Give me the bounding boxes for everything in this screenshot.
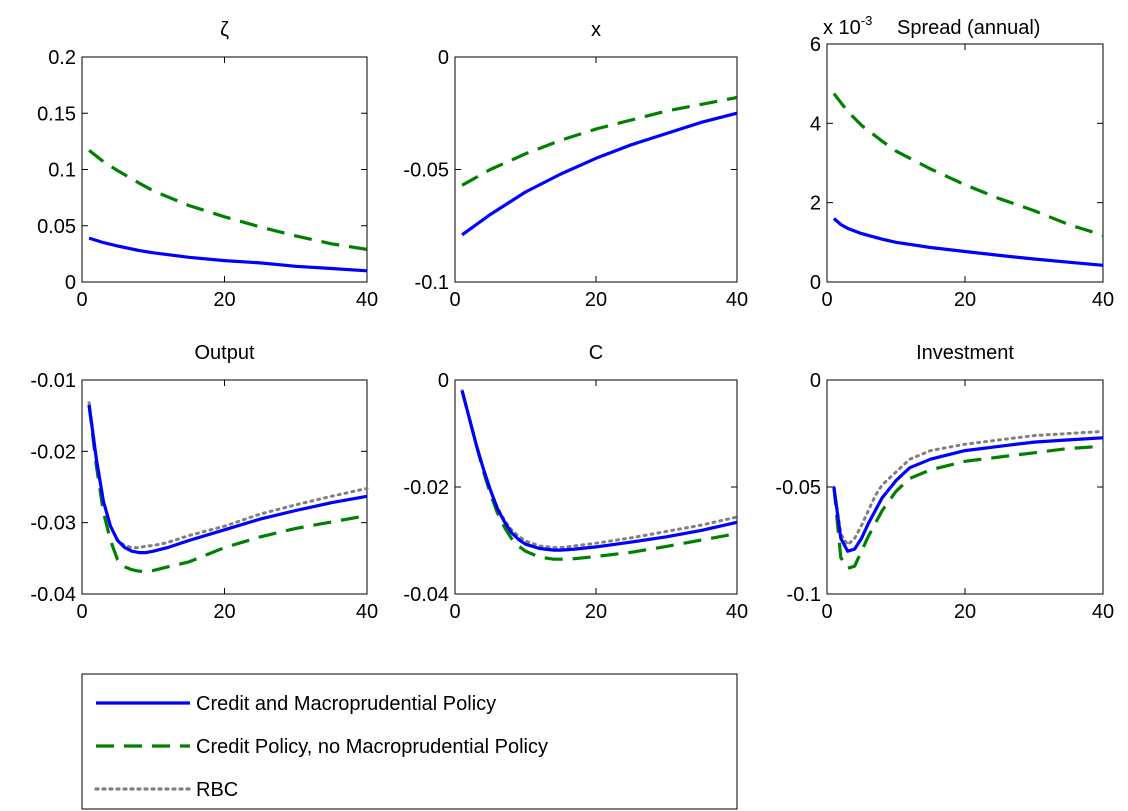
series-line-dashed (832, 92, 1104, 237)
y-tick-label: 0 (810, 370, 821, 392)
y-tick-label: -0.05 (403, 160, 449, 182)
x-tick-label: 40 (1092, 601, 1114, 623)
subplot-3: 0 2 4 6 0 20 40 x 10-3 Spread (annual) (810, 13, 1114, 311)
series-line-dashed (87, 404, 368, 573)
subplot-2: -0.1 -0.05 0 0 20 40 x (403, 19, 748, 311)
series-line-dashed (88, 149, 368, 251)
y-multiplier: x 10-3 (823, 13, 872, 39)
plot-area (454, 379, 738, 595)
y-tick-label: 2 (810, 193, 821, 215)
series-line-solid (88, 236, 368, 273)
series-line-dotted (87, 401, 369, 550)
y-tick-label: 0.2 (48, 47, 76, 69)
legend-box (81, 673, 738, 810)
y-tick-label: 0 (438, 370, 449, 392)
x-tick-label: 20 (213, 289, 235, 311)
subplot-title: ζ (220, 19, 229, 41)
series-line-solid (832, 217, 1104, 267)
y-tick-label: -0.01 (30, 370, 76, 392)
legend-label: RBC (196, 779, 238, 801)
y-tick-label: -0.1 (415, 272, 449, 294)
y-tick-label: 0.15 (37, 103, 76, 125)
y-tick-label: 6 (810, 34, 821, 56)
x-tick-label: 0 (821, 601, 832, 623)
x-tick-label: 40 (726, 289, 748, 311)
y-tick-label: 0 (65, 272, 76, 294)
x-tick-label: 20 (954, 601, 976, 623)
series-line-dashed (460, 390, 738, 561)
subplot-title: x (591, 19, 601, 41)
x-tick-label: 40 (356, 601, 378, 623)
legend: Credit and Macroprudential Policy Credit … (81, 673, 738, 810)
subplot-4: -0.04 -0.03 -0.02 -0.01 0 20 40 Output (30, 342, 378, 623)
y-tick-label: 4 (810, 113, 821, 135)
legend-label: Credit and Macroprudential Policy (196, 693, 496, 715)
subplot-title: Spread (annual) (897, 17, 1040, 39)
y-tick-label: -0.1 (787, 584, 821, 606)
subplot-5: -0.04 -0.02 0 0 20 40 C (403, 342, 748, 623)
x-tick-label: 0 (76, 289, 87, 311)
series-line-dashed (832, 444, 1104, 570)
plot-area (81, 56, 368, 283)
subplot-title: C (589, 342, 603, 364)
x-tick-label: 0 (449, 289, 460, 311)
y-tick-label: 0 (810, 272, 821, 294)
subplot-1: 0 0.05 0.1 0.15 0.2 0 20 40 ζ (37, 19, 378, 311)
y-tick-label: -0.04 (403, 584, 449, 606)
series-line-solid (461, 111, 738, 237)
series-line-solid (87, 404, 368, 555)
y-tick-label: 0.1 (48, 160, 76, 182)
y-tick-label: 0.05 (37, 216, 76, 238)
x-tick-label: 0 (76, 601, 87, 623)
y-tick-label: -0.02 (30, 441, 76, 463)
subplot-6: -0.1 -0.05 0 0 20 40 Investment (775, 342, 1114, 623)
y-tick-label: -0.03 (30, 513, 76, 535)
x-tick-label: 20 (954, 289, 976, 311)
x-tick-label: 20 (585, 601, 607, 623)
subplot-title: Output (194, 342, 254, 364)
x-tick-label: 40 (356, 289, 378, 311)
plot-area (454, 56, 738, 283)
series-line-solid (460, 390, 738, 552)
y-tick-label: -0.05 (775, 477, 821, 499)
plot-area (826, 379, 1104, 595)
series-line-dotted (832, 429, 1105, 547)
y-tick-label: 0 (438, 47, 449, 69)
subplot-title: Investment (916, 342, 1014, 364)
y-tick-label: -0.04 (30, 584, 76, 606)
x-tick-label: 0 (449, 601, 460, 623)
x-tick-label: 20 (585, 289, 607, 311)
x-tick-label: 0 (821, 289, 832, 311)
y-tick-label: -0.02 (403, 477, 449, 499)
legend-label: Credit Policy, no Macroprudential Policy (196, 736, 548, 758)
series-line-dashed (461, 95, 738, 187)
plot-area (81, 379, 368, 595)
x-tick-label: 40 (726, 601, 748, 623)
plot-area (826, 43, 1104, 283)
x-tick-label: 20 (213, 601, 235, 623)
series-line-solid (832, 436, 1104, 553)
x-tick-label: 40 (1092, 289, 1114, 311)
